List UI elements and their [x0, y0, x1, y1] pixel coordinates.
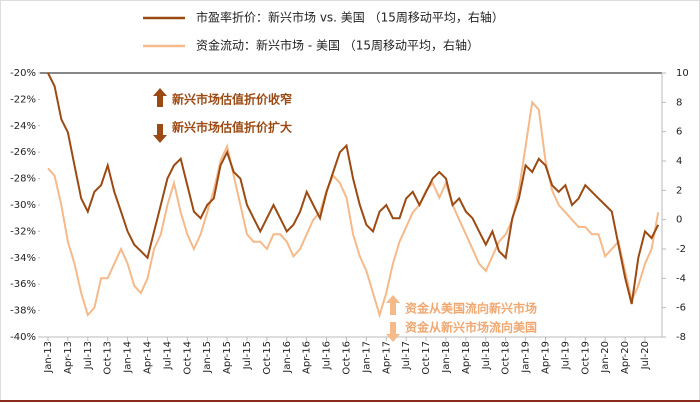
x-tick-label: Apr-15 [222, 341, 233, 374]
x-tick-label: Jan-14 [123, 341, 134, 374]
annotation: 资金从新兴市场流向美国 [405, 320, 537, 335]
x-tick-label: Oct-16 [341, 341, 352, 375]
annotation: 资金从美国流向新兴市场 [405, 301, 537, 316]
x-tick-label: Jan-17 [361, 341, 372, 374]
x-tick-label: Jul-17 [401, 341, 412, 370]
y-tick-label: -26% [10, 147, 36, 158]
x-tick-label: Jul-16 [322, 341, 333, 370]
series-line [47, 100, 660, 319]
x-tick-label: Apr-17 [381, 341, 392, 374]
arrow-down [386, 322, 400, 342]
x-tick-label: Oct-14 [182, 341, 193, 375]
y-tick-label: -34% [10, 253, 36, 264]
x-tick-label: Jan-15 [202, 341, 213, 374]
x-tick-label: Jul-18 [481, 341, 492, 370]
y-tick-label: -24% [10, 121, 36, 132]
x-tick-label: Jul-15 [242, 341, 253, 370]
x-tick-label: Apr-13 [63, 341, 74, 374]
x-tick-label: Apr-14 [142, 341, 153, 374]
annotation: 新兴市场估值折价扩大 [172, 120, 292, 135]
x-tick-label: Oct-18 [501, 341, 512, 375]
y2-tick-label: 4 [676, 156, 682, 167]
x-tick-label: Jul-13 [83, 341, 94, 370]
x-tick-label: Apr-16 [302, 341, 313, 374]
x-tick-label: Jan-20 [600, 341, 611, 374]
x-tick-label: Apr-18 [461, 341, 472, 374]
y-tick-label: -36% [10, 279, 36, 290]
y-tick-label: -38% [10, 306, 36, 317]
y-tick-label: -20% [10, 68, 36, 79]
x-tick-label: Jul-20 [640, 341, 651, 370]
arrow-down [153, 124, 167, 143]
y-tick-label: -32% [10, 226, 36, 237]
x-tick-label: Jul-19 [560, 341, 571, 370]
y-tick-label: -30% [10, 200, 36, 211]
y2-tick-label: 0 [676, 215, 682, 226]
x-tick-label: Oct-13 [103, 341, 114, 375]
y-tick-label: -22% [10, 94, 36, 105]
annotation: 新兴市场估值折价收窄 [172, 92, 292, 107]
arrow-up [153, 88, 167, 107]
y2-tick-label: 10 [676, 68, 689, 79]
y2-tick-label: -2 [676, 244, 686, 255]
x-tick-label: Jan-13 [43, 341, 54, 374]
y-tick-label: -28% [10, 174, 36, 185]
x-tick-label: Jul-14 [162, 341, 173, 370]
x-tick-label: Apr-20 [620, 341, 631, 374]
x-tick-label: Oct-19 [580, 341, 591, 375]
series-line [47, 72, 660, 305]
x-tick-label: Apr-19 [540, 341, 551, 374]
x-tick-label: Jan-19 [521, 341, 532, 374]
x-tick-label: Jan-18 [441, 341, 452, 374]
x-tick-label: Oct-15 [262, 341, 273, 375]
y2-tick-label: 6 [676, 127, 682, 138]
y2-tick-label: -4 [676, 273, 686, 284]
y-tick-label: -40% [10, 332, 36, 343]
x-tick-label: Jan-16 [282, 341, 293, 374]
legend: 市盈率折价：新兴市场 vs. 美国 （15周移动平均，右轴） 资金流动：新兴市场 … [143, 10, 504, 53]
y2-tick-label: -6 [676, 303, 686, 314]
x-tick-label: Oct-17 [421, 341, 432, 375]
legend-label: 市盈率折价：新兴市场 vs. 美国 （15周移动平均，右轴） [196, 10, 504, 25]
y2-tick-label: 2 [676, 185, 682, 196]
legend-label: 资金流动：新兴市场 - 美国 （15周移动平均，右轴） [196, 38, 479, 53]
arrow-up [386, 295, 400, 315]
y2-tick-label: 8 [676, 97, 682, 108]
y2-tick-label: -8 [676, 332, 686, 343]
